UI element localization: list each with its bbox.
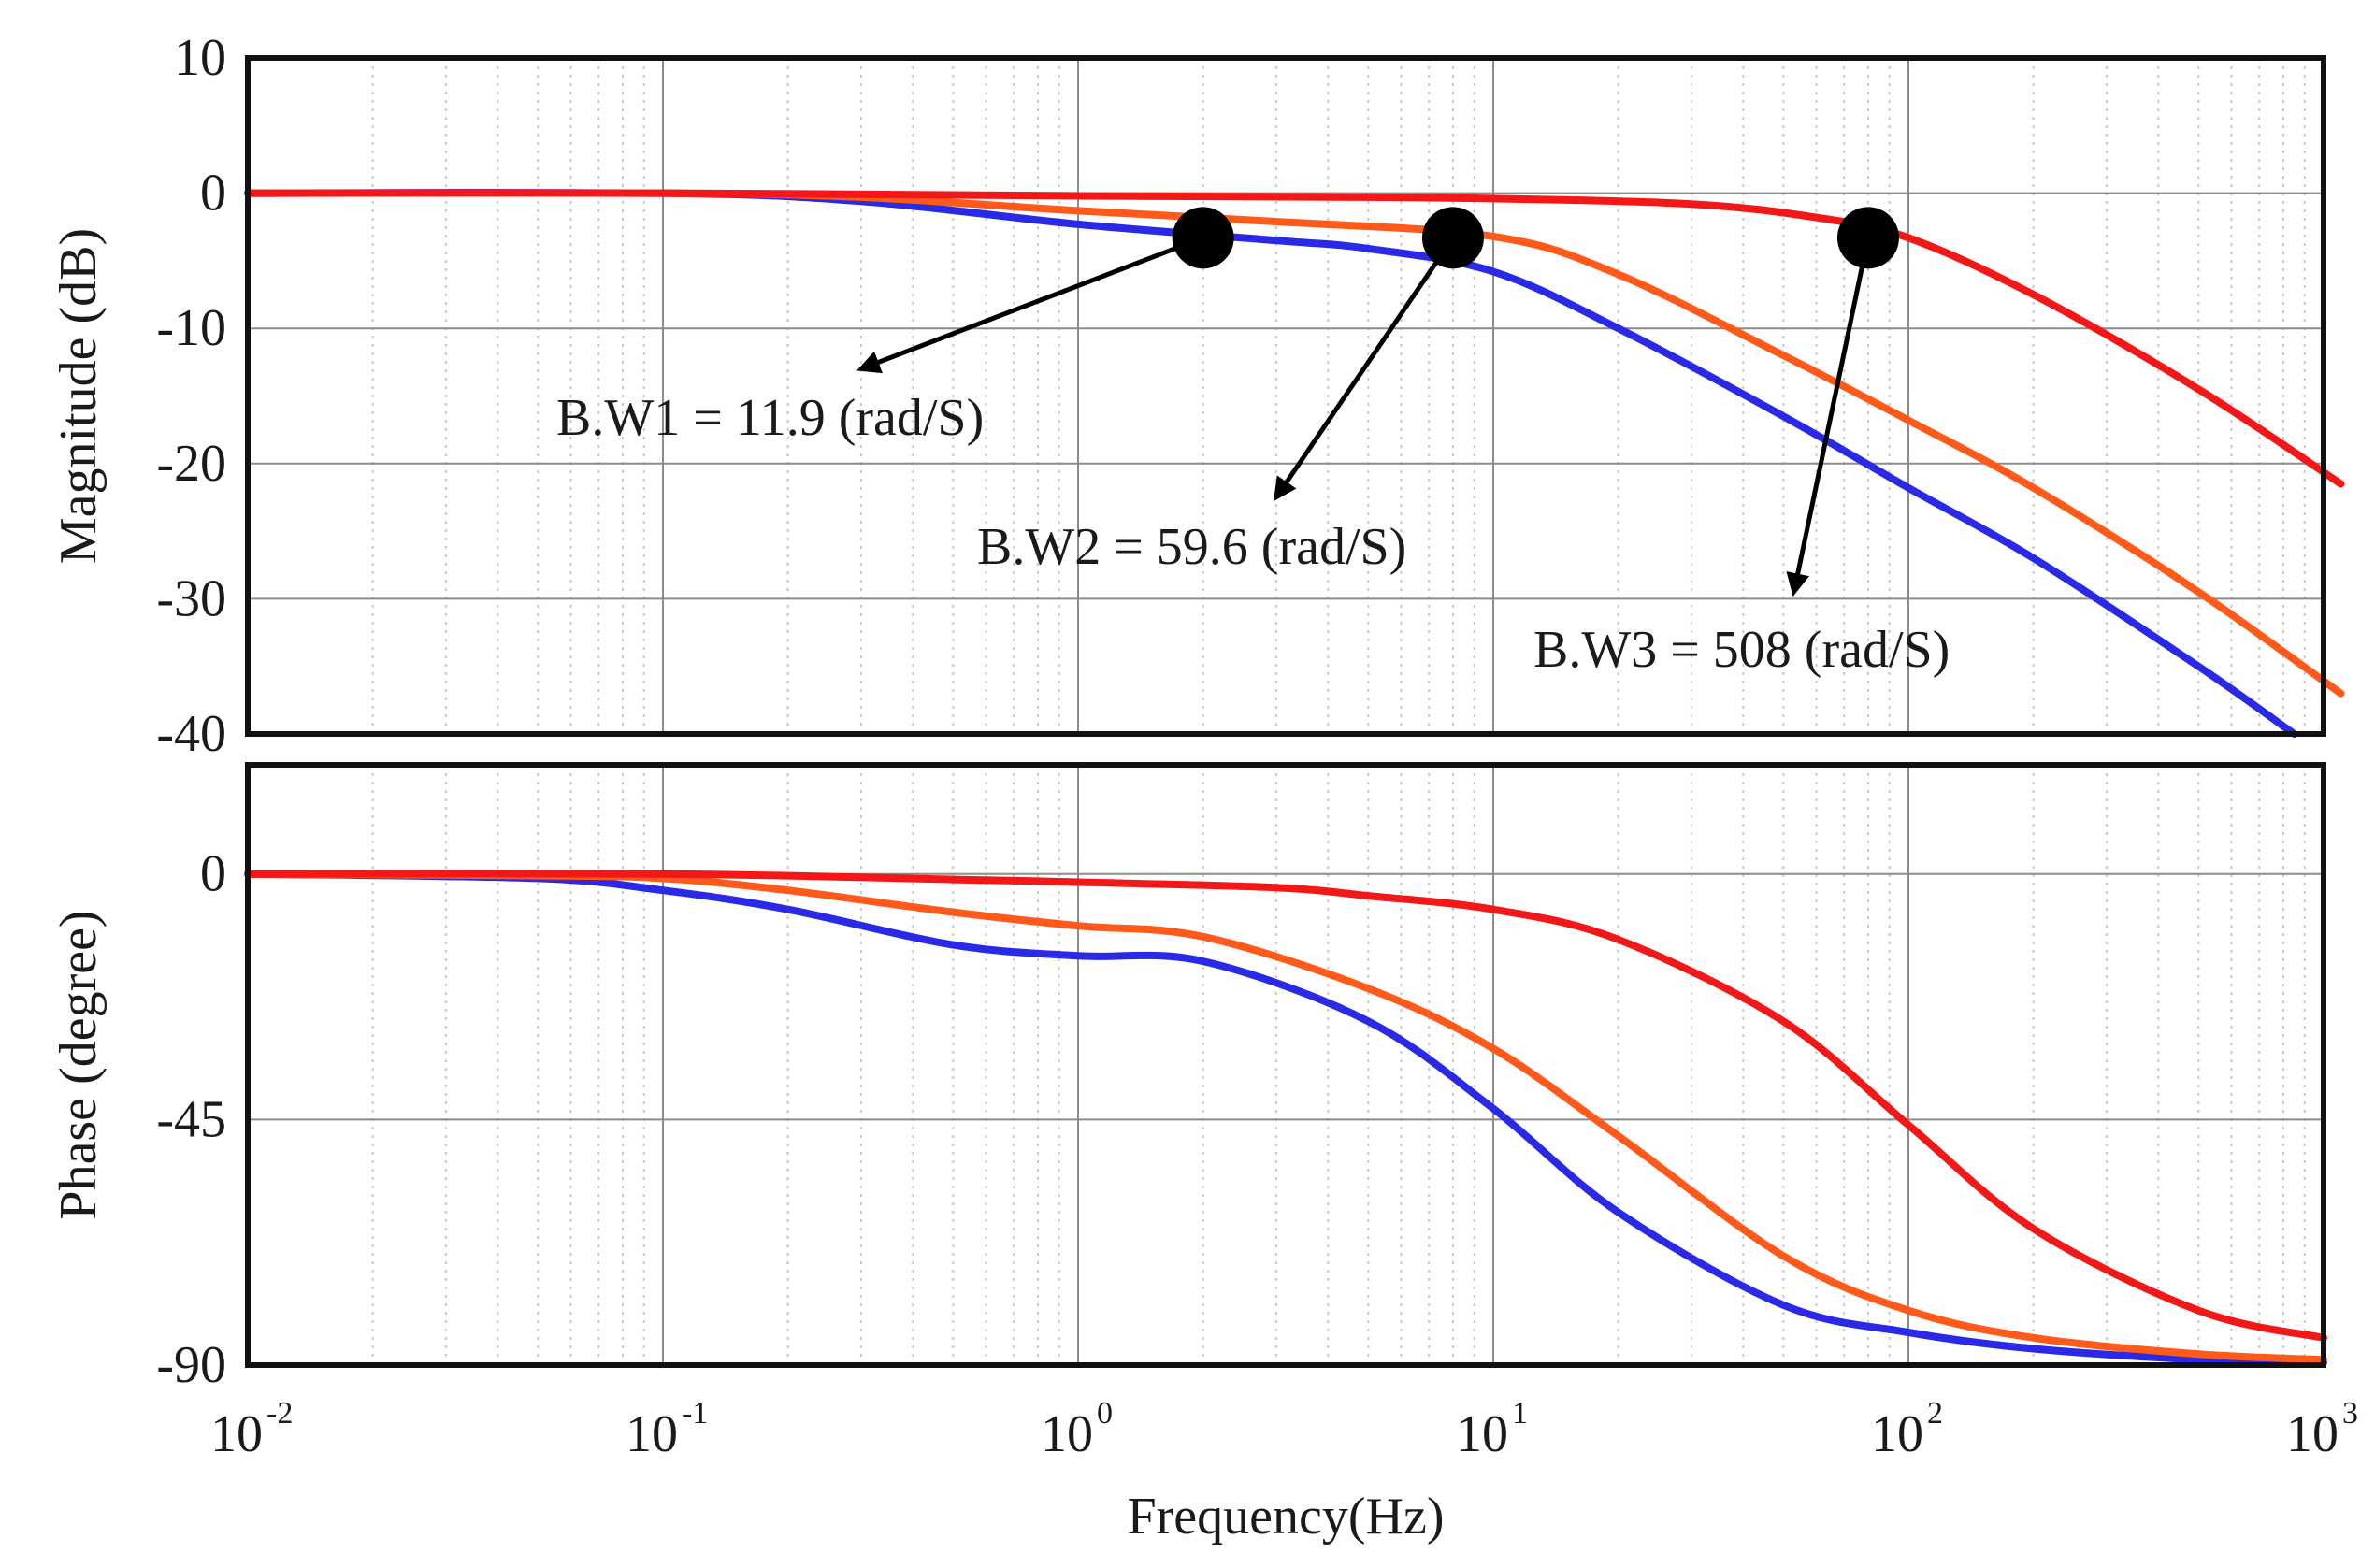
xtick-base: 10	[1871, 1405, 1923, 1463]
xtick-label: 10 -2	[210, 1396, 293, 1463]
magnitude-ytick-label: -40	[156, 705, 226, 763]
bandwidth-marker-2	[1421, 207, 1484, 269]
plot-frames	[245, 55, 2326, 1368]
xtick-exponent: 3	[2342, 1396, 2358, 1431]
phase-plot-frame	[245, 762, 2326, 1368]
phase-axis-title: Phase (degree)	[50, 910, 108, 1219]
xtick-label: 10 -1	[626, 1396, 708, 1463]
xtick-base: 10	[210, 1405, 263, 1463]
xtick-base: 10	[1456, 1405, 1508, 1463]
phase-series	[244, 870, 2327, 1367]
frequency-axis-title: Frequency(Hz)	[1128, 1488, 1445, 1546]
xtick-label: 10 3	[2286, 1396, 2358, 1463]
xtick-exponent: -2	[266, 1396, 293, 1431]
phase-series-bw1	[244, 870, 2327, 1367]
magnitude-ytick-label: -20	[156, 435, 226, 493]
xtick-label: 10 0	[1041, 1396, 1113, 1463]
xtick-base: 10	[2286, 1405, 2339, 1463]
xtick-base: 10	[626, 1405, 678, 1463]
magnitude-series-bw3	[244, 189, 2345, 488]
xtick-label: 10 1	[1456, 1396, 1528, 1463]
xtick-exponent: 0	[1097, 1396, 1113, 1431]
xtick-base: 10	[1041, 1405, 1093, 1463]
bandwidth-label-2: B.W2 = 59.6 (rad/S)	[977, 518, 1406, 576]
bandwidth-arrow-2	[1274, 236, 1456, 502]
bandwidth-marker-3	[1836, 207, 1899, 269]
xtick-exponent: 2	[1927, 1396, 1943, 1431]
bandwidth-arrow-3	[1786, 237, 1871, 597]
magnitude-ytick-label: -30	[156, 569, 226, 627]
xtick-label: 10 2	[1871, 1396, 1943, 1463]
phase-grid	[248, 765, 2324, 1365]
magnitude-axis-title: Magnitude (dB)	[50, 228, 108, 564]
xtick-exponent: 1	[1512, 1396, 1528, 1431]
magnitude-ytick-label: 10	[174, 29, 226, 87]
phase-series-bw2	[244, 870, 2327, 1364]
bandwidth-marker-1	[1172, 207, 1234, 269]
magnitude-plot-frame	[245, 55, 2326, 737]
phase-series-bw3	[244, 870, 2327, 1342]
magnitude-annotations: B.W1 = 11.9 (rad/S) B.W2 = 59.6 (rad/S) B.…	[556, 207, 1950, 679]
bandwidth-arrow-1	[856, 235, 1204, 374]
phase-ytick-label: -45	[156, 1090, 226, 1148]
magnitude-ytick-label: 0	[200, 165, 226, 223]
bandwidth-label-3: B.W3 = 508 (rad/S)	[1533, 621, 1950, 679]
phase-ytick-label: -90	[156, 1336, 226, 1394]
xtick-exponent: -1	[682, 1396, 708, 1431]
phase-ytick-label: 0	[200, 845, 226, 903]
magnitude-ytick-label: -10	[156, 299, 226, 357]
bandwidth-label-1: B.W1 = 11.9 (rad/S)	[556, 389, 984, 447]
